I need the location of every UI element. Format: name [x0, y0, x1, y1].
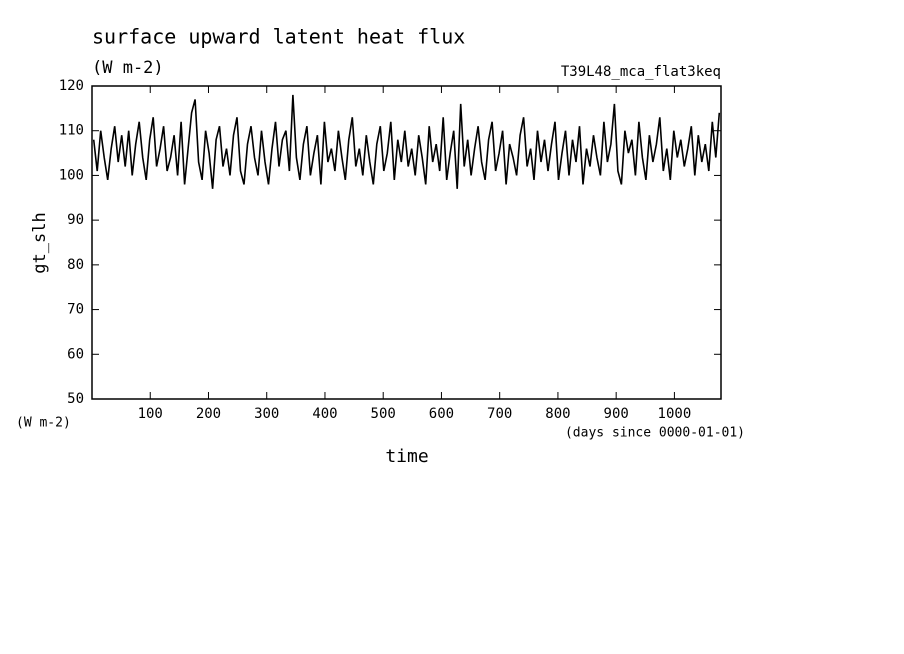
y-tick-label: 50: [67, 391, 84, 407]
chart-subtitle: (W m-2): [92, 58, 164, 78]
x-tick-label: 900: [604, 406, 629, 422]
x-tick-label: 800: [545, 406, 570, 422]
annotation: T39L48_mca_flat3keq: [561, 64, 721, 80]
y-tick-label: 80: [67, 257, 84, 273]
y-tick-label: 70: [67, 302, 84, 318]
x-tick-label: 500: [371, 406, 396, 422]
x-tick-label: 700: [487, 406, 512, 422]
x-axis-label: time: [385, 446, 428, 467]
y-tick-label: 90: [67, 212, 84, 228]
x-axis-unit: (days since 0000-01-01): [565, 426, 745, 441]
data-line: [92, 94, 721, 189]
x-tick-label: 300: [254, 406, 279, 422]
y-tick-label: 110: [59, 123, 84, 139]
y-axis-label: gt_slh: [30, 212, 50, 273]
y-tick-label: 100: [59, 167, 84, 183]
y-axis-unit: (W m-2): [16, 416, 71, 431]
y-tick-label: 60: [67, 346, 84, 362]
x-tick-label: 400: [312, 406, 337, 422]
x-tick-label: 100: [138, 406, 163, 422]
plot-frame: [91, 85, 722, 400]
x-tick-label: 200: [196, 406, 221, 422]
x-tick-label: 600: [429, 406, 454, 422]
x-tick-label: 1000: [658, 406, 692, 422]
chart-title: surface upward latent heat flux: [92, 25, 465, 49]
y-tick-label: 120: [59, 78, 84, 94]
